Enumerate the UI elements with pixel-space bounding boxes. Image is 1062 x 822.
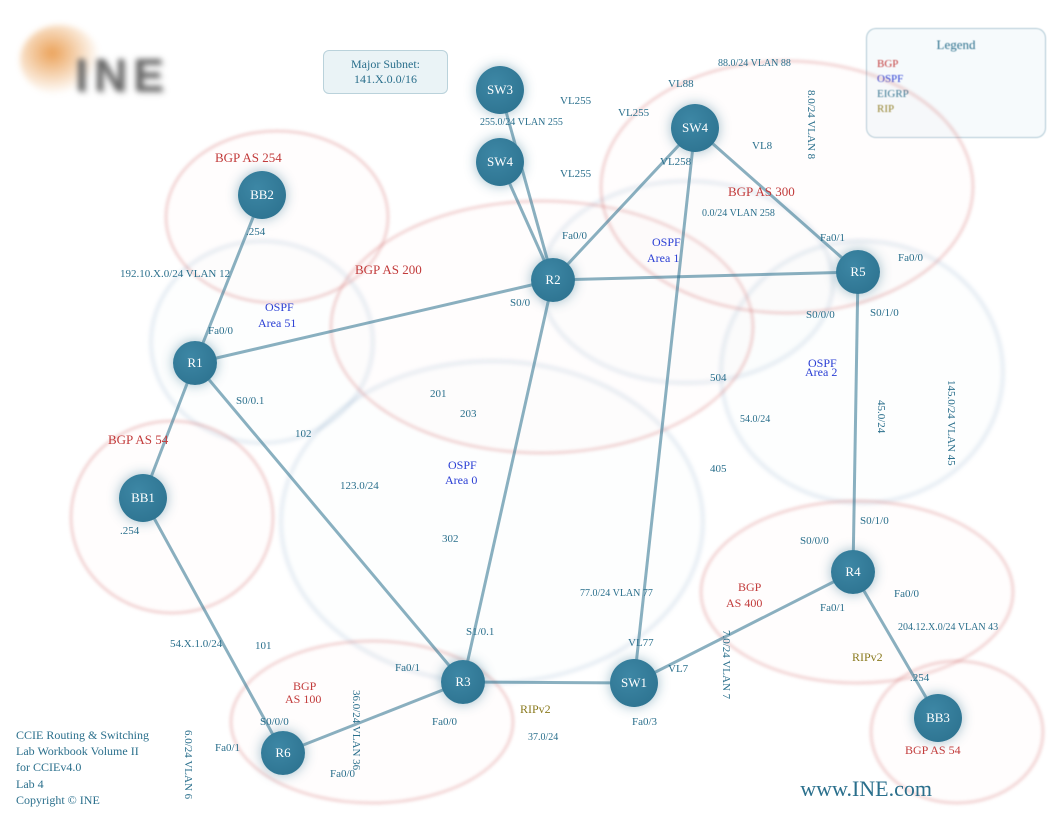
node-BB3: BB3 [914,694,962,742]
label-48: 204.12.X.0/24 VLAN 43 [898,622,998,633]
label-10: 101 [255,640,272,652]
node-R3: R3 [441,660,485,704]
label-1: .254 [246,226,265,238]
vlabel-3: 7.0/24 VLAN 7 [720,630,732,699]
label-43: S0/0/0 [800,535,829,547]
label-30: BGP AS 300 [728,184,795,200]
label-21: 255.0/24 VLAN 255 [480,117,563,128]
label-49: RIPv2 [852,650,883,665]
label-41: 405 [710,463,727,475]
label-53: VL77 [628,637,654,649]
footer-line-2: for CCIEv4.0 [16,759,149,775]
label-18: 302 [442,533,459,545]
label-47: AS 400 [726,596,762,611]
label-56: 37.0/24 [528,732,558,743]
label-60: Fa0/0 [432,716,457,728]
label-42: S0/1/0 [860,515,889,527]
vlabel-5: 6.0/24 VLAN 6 [182,730,194,799]
label-14: 203 [460,408,477,420]
label-28: 88.0/24 VLAN 88 [718,58,791,69]
label-31: OSPF [652,235,681,250]
logo-text: INE [75,48,170,102]
label-57: RIPv2 [520,702,551,717]
label-25: VL88 [668,78,694,90]
major-subnet-box: Major Subnet: 141.X.0.0/16 [323,50,448,94]
label-26: VL258 [660,156,691,168]
label-58: S1/0.1 [466,626,494,638]
node-SW1: SW1 [610,659,658,707]
legend-item-ospf: OSPF [877,72,1035,87]
label-16: OSPF [448,458,477,473]
vlabel-2: 145.0/24 VLAN 45 [945,380,957,466]
label-22: VL255 [560,95,591,107]
label-19: Fa0/0 [562,230,587,242]
footer-line-0: CCIE Routing & Switching [16,727,149,743]
label-32: Area 1 [647,251,679,266]
label-59: Fa0/1 [395,662,420,674]
footer-line-4: Copyright © INE [16,792,149,808]
as-ring-as54a [70,420,274,614]
node-SW4a: SW4 [476,138,524,186]
label-62: AS 100 [285,692,321,707]
label-29: 0.0/24 VLAN 258 [702,208,775,219]
node-R4: R4 [831,550,875,594]
label-63: S0/0/0 [260,716,289,728]
footer-line-3: Lab 4 [16,776,149,792]
ine-logo: INE [20,20,270,100]
label-0: BGP AS 254 [215,150,282,166]
label-50: .254 [910,672,929,684]
label-5: Fa0/0 [208,325,233,337]
label-55: Fa0/3 [632,716,657,728]
label-23: VL255 [618,107,649,119]
label-54: VL7 [668,663,688,675]
label-27: VL8 [752,140,772,152]
label-45: Fa0/1 [820,602,845,614]
label-12: 102 [295,428,312,440]
label-24: VL255 [560,168,591,180]
label-52: 77.0/24 VLAN 77 [580,588,653,599]
diagram-canvas: INE Major Subnet: 141.X.0.0/16 Legend BG… [0,0,1062,822]
label-3: OSPF [265,300,294,315]
label-17: Area 0 [445,473,477,488]
label-2: 192.10.X.0/24 VLAN 12 [120,268,230,280]
label-33: Fa0/1 [820,232,845,244]
label-39: 504 [710,372,727,384]
label-15: 123.0/24 [340,480,379,492]
vlabel-1: 45.0/24 [875,400,887,433]
legend-title: Legend [877,37,1035,53]
label-11: BGP AS 200 [355,262,422,278]
label-20: S0/0 [510,297,530,309]
vlabel-0: 8.0/24 VLAN 8 [805,90,817,159]
label-44: Fa0/0 [894,588,919,600]
major-subnet-label: Major Subnet: [328,57,443,72]
node-SW4b: SW4 [671,104,719,152]
label-35: S0/0/0 [806,309,835,321]
label-40: 54.0/24 [740,414,770,425]
node-BB1: BB1 [119,474,167,522]
label-13: 201 [430,388,447,400]
label-46: BGP [738,580,761,595]
label-4: Area 51 [258,316,296,331]
label-64: Fa0/1 [215,742,240,754]
label-34: Fa0/0 [898,252,923,264]
label-38: Area 2 [805,365,837,380]
node-SW3a: SW3 [476,66,524,114]
label-8: .254 [120,525,139,537]
vlabel-4: 36.0/24 VLAN 36 [350,690,362,770]
node-R1: R1 [173,341,217,385]
node-BB2: BB2 [238,171,286,219]
major-subnet-value: 141.X.0.0/16 [328,72,443,87]
footer-text: CCIE Routing & Switching Lab Workbook Vo… [16,727,149,808]
node-R6: R6 [261,731,305,775]
label-7: BGP AS 54 [108,432,168,448]
legend-item-bgp: BGP [877,57,1035,72]
label-51: BGP AS 54 [905,743,961,758]
label-6: S0/0.1 [236,395,264,407]
label-36: S0/1/0 [870,307,899,319]
label-9: 54.X.1.0/24 [170,638,222,650]
node-R2: R2 [531,258,575,302]
website-url: www.INE.com [800,776,932,802]
node-R5: R5 [836,250,880,294]
footer-line-1: Lab Workbook Volume II [16,743,149,759]
